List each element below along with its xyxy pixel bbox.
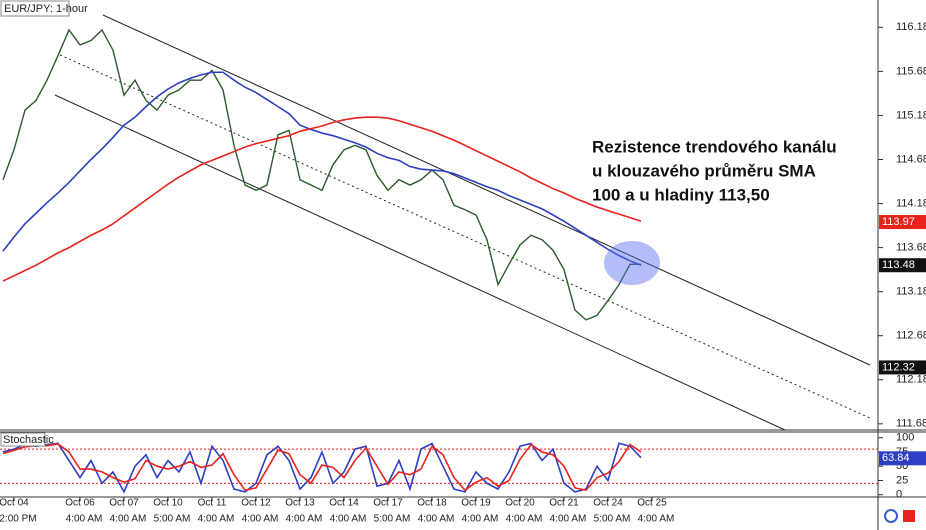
x-tick-label: Oct 12 [241,498,271,509]
y-tick-label: 112.68 [896,330,926,342]
x-tick-label: 4:00 AM [66,514,103,525]
price-tag [879,258,926,273]
y-tick-label: 112.18 [896,374,926,386]
x-tick-label: 5:00 AM [594,514,631,525]
price-tag-label: 113.48 [882,259,915,271]
y-tick-label: 25 [896,474,908,486]
icon[interactable] [903,510,915,522]
x-tick-label: 4:00 AM [638,514,675,525]
highlight-circle [604,241,660,285]
x-tick-label: Oct 19 [461,498,491,509]
x-tick-label: Oct 14 [329,498,359,509]
price-tag-label: 112.32 [882,361,915,373]
x-tick-label: Oct 04 [0,498,29,509]
x-tick-label: 4:00 AM [198,514,235,525]
x-tick-label: Oct 07 [109,498,139,509]
annotation: u klouzavého průměru SMA [592,161,816,180]
title-box [0,432,46,447]
chart-title: EUR/JPY: 1-hour [4,3,88,15]
x-tick-label: 4:00 AM [242,514,279,525]
y-tick-label: 116.18 [896,21,926,33]
price-tag [879,360,926,375]
channel-upper [102,14,871,366]
x-tick-label: 4:00 AM [462,514,499,525]
y-tick-label: 0 [896,489,902,501]
y-tick-label: 114.18 [896,197,926,209]
y-tick-label: 113.18 [896,286,926,298]
x-tick-label: Oct 10 [153,498,183,509]
annotation: Rezistence trendového kanálu [592,137,837,156]
y-tick-label: 114.68 [896,153,926,165]
price-tag-label: 113.97 [882,216,915,228]
x-tick-label: Oct 20 [505,498,535,509]
series-line [2,28,641,321]
series-line [2,71,642,266]
series-line [2,443,642,492]
x-tick-label: 5:00 AM [154,514,191,525]
annotation: 100 a u hladiny 113,50 [592,185,770,204]
price-tag [879,451,926,466]
x-tick-label: Oct 24 [593,498,623,509]
icon[interactable] [884,509,898,523]
y-tick-label: 111.68 [896,418,926,430]
x-tick-label: Oct 11 [198,498,227,509]
x-tick-label: Oct 18 [417,498,447,509]
x-tick-label: 4:00 AM [550,514,587,525]
x-tick-label: Oct 17 [373,498,403,509]
y-tick-label: 113.68 [896,242,926,254]
channel-lower [54,94,786,431]
price-tag [879,215,926,230]
panel-title: Stochastic [3,434,54,446]
x-tick-label: Oct 21 [549,498,579,509]
y-tick-label: 115.68 [896,65,926,77]
x-tick-label: 4:00 AM [418,514,455,525]
price-tag-label: 63.84 [882,452,910,464]
x-tick-label: 4:00 AM [110,514,147,525]
y-tick-label: 115.18 [896,109,926,121]
x-tick-label: Oct 25 [637,498,667,509]
x-tick-label: 5:00 AM [374,514,411,525]
x-tick-label: Oct 06 [65,498,95,509]
x-tick-label: Oct 13 [285,498,315,509]
x-tick-label: 4:00 AM [330,514,367,525]
title-box [0,0,70,17]
y-tick-label: 100 [896,432,914,444]
series-line [2,116,642,282]
x-tick-label: 4:00 AM [506,514,543,525]
x-tick-label: 4:00 AM [286,514,323,525]
x-tick-label: 2:00 PM [0,514,37,525]
